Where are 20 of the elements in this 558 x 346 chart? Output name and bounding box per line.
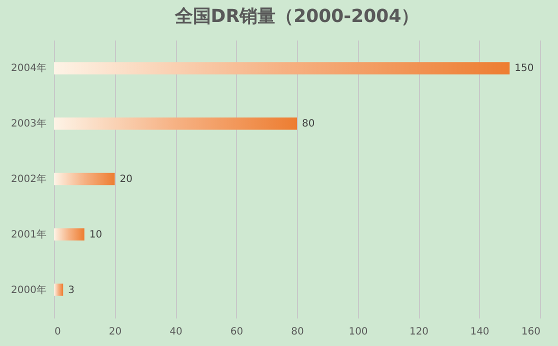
x-tick-label: 20 <box>108 326 122 338</box>
x-tick-label: 100 <box>348 326 368 338</box>
x-tick-label: 60 <box>230 326 244 338</box>
x-tick-label: 0 <box>54 326 61 338</box>
y-tick-label: 2002年 <box>11 173 46 185</box>
x-tick-label: 120 <box>409 326 429 338</box>
y-tick-label: 2001年 <box>11 228 46 240</box>
y-tick-label: 2003年 <box>11 118 46 130</box>
y-tick-label: 2000年 <box>11 284 46 296</box>
x-tick-label: 80 <box>291 326 304 338</box>
data-label: 20 <box>120 174 132 185</box>
data-label: 150 <box>514 63 534 74</box>
y-tick-label: 2004年 <box>11 62 46 74</box>
x-tick-label: 160 <box>521 326 540 338</box>
data-label: 80 <box>302 118 315 130</box>
chart-title: 全国DR销量（2000-2004） <box>174 6 420 27</box>
data-label: 10 <box>89 229 102 240</box>
x-tick-label: 140 <box>470 326 490 338</box>
x-tick-label: 40 <box>170 326 182 338</box>
data-label: 3 <box>68 284 74 296</box>
